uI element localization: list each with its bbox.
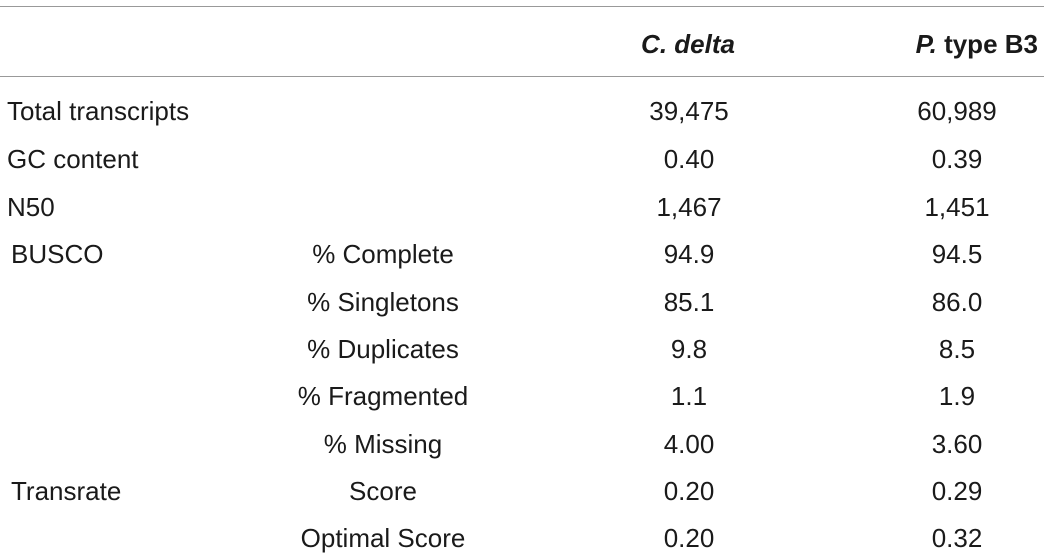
row-sublabel: % Complete [312, 239, 454, 269]
row-sublabel: Score [349, 476, 417, 506]
header-rule [0, 76, 1044, 77]
row-label: Transrate [11, 476, 122, 506]
row-label: GC content [7, 144, 139, 174]
cell-p-type: 0.29 [931, 476, 983, 506]
cell-c-delta: 0.40 [663, 144, 715, 174]
header-c-delta: C. delta [641, 29, 735, 59]
cell-p-type: 1.9 [938, 381, 976, 411]
cell-p-type: 0.39 [931, 144, 983, 174]
row-label: BUSCO [11, 239, 104, 269]
header-p-type-strain: type B3 [936, 29, 1038, 59]
cell-p-type: 60,989 [917, 96, 997, 126]
cell-c-delta: 0.20 [663, 523, 715, 553]
cell-c-delta: 0.20 [663, 476, 715, 506]
row-label: N50 [7, 192, 55, 222]
cell-c-delta: 4.00 [663, 429, 715, 459]
row-sublabel: % Duplicates [307, 334, 459, 364]
row-sublabel: Optimal Score [300, 523, 466, 553]
cell-c-delta: 94.9 [663, 239, 715, 269]
cell-p-type: 1,451 [924, 192, 990, 222]
row-sublabel: % Missing [323, 429, 443, 459]
cell-p-type: 3.60 [931, 429, 983, 459]
row-sublabel: % Fragmented [297, 381, 469, 411]
cell-c-delta: 1.1 [670, 381, 708, 411]
row-label: Total transcripts [7, 96, 190, 126]
cell-c-delta: 85.1 [663, 287, 715, 317]
cell-c-delta: 9.8 [670, 334, 708, 364]
cell-c-delta: 1,467 [656, 192, 722, 222]
table-top-rule [0, 6, 1044, 7]
cell-c-delta: 39,475 [649, 96, 729, 126]
cell-p-type: 8.5 [938, 334, 976, 364]
row-sublabel: % Singletons [307, 287, 459, 317]
cell-p-type: 86.0 [931, 287, 983, 317]
cell-p-type: 0.32 [931, 523, 983, 553]
header-p-type-b3: P. type B3 [916, 29, 1038, 59]
cell-p-type: 94.5 [931, 239, 983, 269]
header-p-type-genus: P. [915, 29, 937, 59]
